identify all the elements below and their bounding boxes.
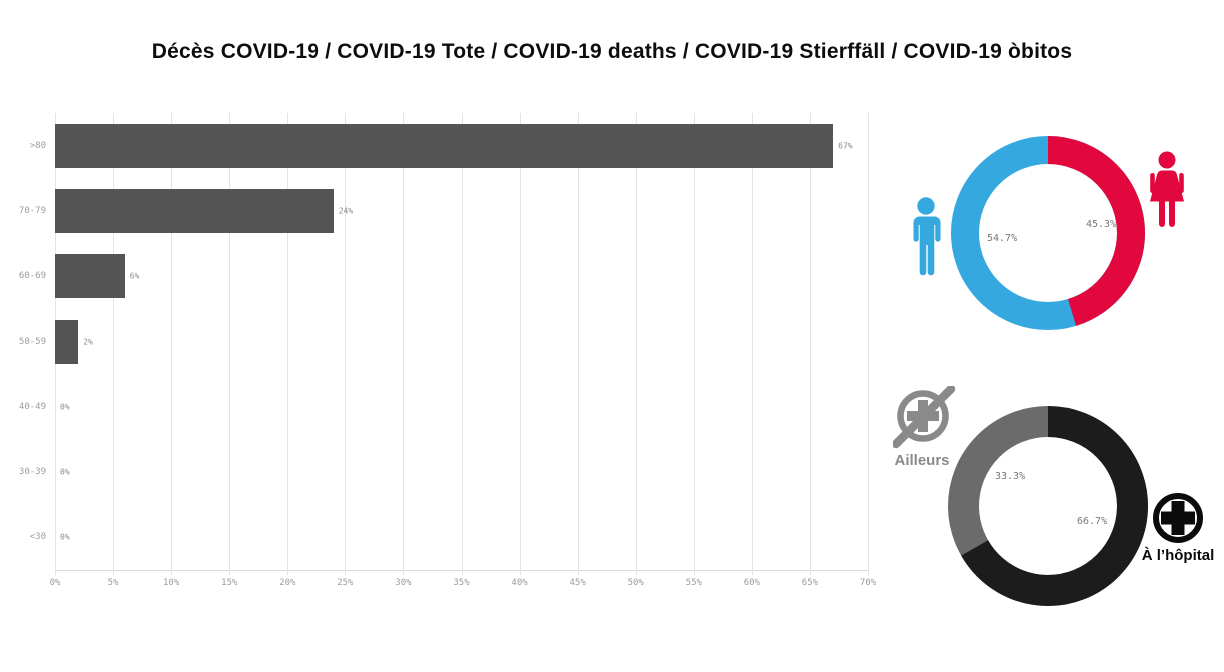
x-tick-label: 25%: [337, 578, 354, 588]
y-category-label: <30: [29, 532, 46, 543]
gridline: [519, 113, 521, 575]
bar-value-label: 0%: [60, 532, 70, 542]
gridline: [287, 113, 289, 575]
x-tick-label: 70%: [859, 578, 877, 588]
hospital-cross-icon: [1153, 493, 1203, 543]
bar->80[interactable]: [55, 123, 834, 168]
y-category-label: >80: [29, 140, 46, 151]
bar-50-59[interactable]: [55, 319, 79, 364]
x-tick-label: 40%: [511, 578, 528, 588]
y-category-label: 60-69: [18, 271, 46, 282]
hospital-slice[interactable]: [948, 406, 1148, 606]
y-category-label: 30-39: [18, 467, 46, 478]
gridline: [809, 113, 811, 575]
crossed-hospital-cross-icon: [893, 386, 956, 449]
bar-y-axis-labels: >80 70-79 60-69 50-59 40-49 30-39 <30: [0, 113, 52, 570]
bar-value-label: 0%: [60, 467, 70, 477]
x-tick-label: 60%: [743, 578, 760, 588]
bar-60-69[interactable]: [55, 254, 125, 299]
x-tick-label: 10%: [163, 578, 180, 588]
bar-value-label: 0%: [60, 402, 70, 412]
x-tick-label: 65%: [801, 578, 819, 588]
x-tick-label: 30%: [395, 578, 412, 588]
gridline: [635, 113, 637, 575]
gridline: [171, 113, 173, 575]
x-tick-label: 35%: [453, 578, 470, 588]
hospital-label: À l’hôpital: [1141, 547, 1215, 564]
gridline: [229, 113, 231, 575]
elsewhere-label: Ailleurs: [894, 452, 950, 469]
x-tick-label: 45%: [569, 578, 586, 588]
x-tick-label: 55%: [685, 578, 702, 588]
bar-70-79[interactable]: [55, 188, 334, 233]
x-tick-label: 15%: [221, 578, 238, 588]
bar-value-label: 67%: [838, 141, 853, 151]
female-icon: [1150, 151, 1184, 227]
gridline: [403, 113, 405, 575]
y-category-label: 40-49: [18, 401, 46, 412]
x-tick-label: 5%: [107, 578, 119, 588]
gridline: [693, 113, 695, 575]
gridline: [577, 113, 579, 575]
bar-plot: 67% 24% 6% 2% 0% 0% 0%: [55, 113, 869, 575]
male-icon: [913, 197, 941, 276]
y-category-label: 50-59: [18, 336, 46, 347]
x-tick-label: 0%: [49, 578, 61, 588]
gridline: [461, 113, 463, 575]
x-tick-label: 50%: [627, 578, 644, 588]
bar-value-label: 24%: [338, 206, 354, 216]
bar-value-label: 6%: [129, 271, 140, 281]
x-tick-label: 20%: [279, 578, 296, 588]
male-percentage: 54.7%: [987, 233, 1018, 244]
female-slice[interactable]: [951, 136, 1145, 330]
gridline: [345, 113, 347, 575]
gridline: [113, 113, 115, 575]
hospital-percentage: 66.7%: [1077, 516, 1108, 527]
page-title: Décès COVID-19 / COVID-19 Tote / COVID-1…: [151, 40, 1073, 63]
elsewhere-percentage: 33.3%: [995, 471, 1026, 482]
place-donut[interactable]: [948, 406, 1148, 606]
sex-donut[interactable]: [951, 136, 1145, 330]
y-category-label: 70-79: [18, 205, 46, 216]
female-percentage: 45.3%: [1086, 219, 1117, 230]
gridline: [751, 113, 753, 575]
bar-value-label: 2%: [83, 337, 93, 346]
gridline: [868, 113, 869, 575]
bar-x-axis: 0% 5% 10% 15% 20% 25% 30% 35% 40% 45% 50% 55% 60% 65%…: [50, 578, 877, 592]
